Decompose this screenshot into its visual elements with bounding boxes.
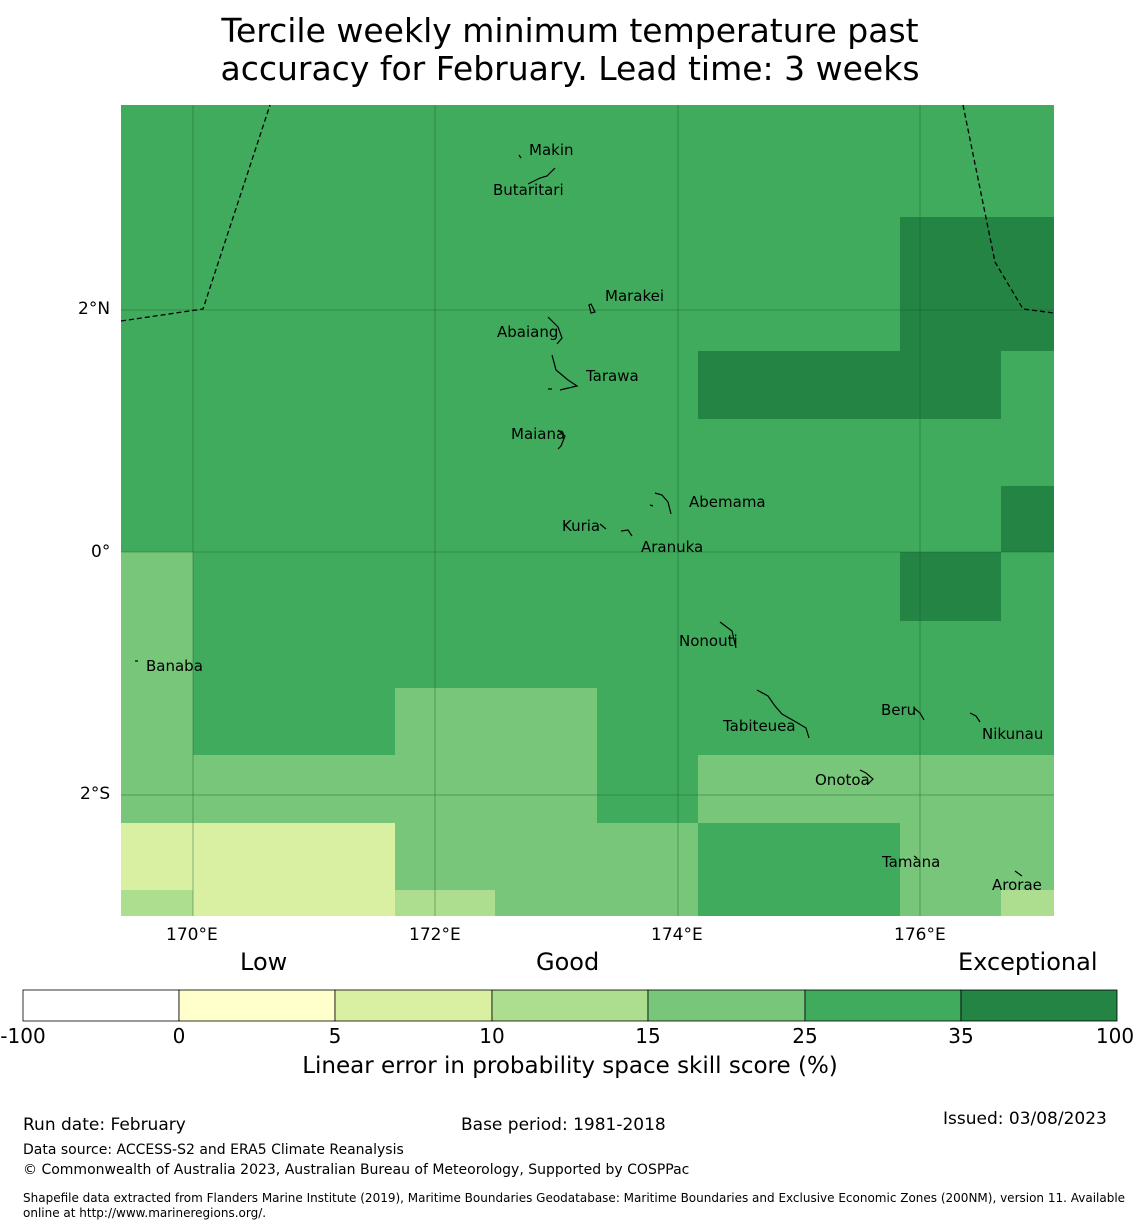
legend-category-good: Good [536,948,600,976]
lon-tick: 176°E [894,925,946,945]
title-line-2: accuracy for February. Lead time: 3 week… [220,49,920,88]
colorbar-segment [804,989,962,1022]
copyright: © Commonwealth of Australia 2023, Austra… [23,1162,690,1178]
colorbar-label: 35 [948,1024,974,1048]
issued-date: Issued: 03/08/2023 [943,1109,1107,1129]
run-date: Run date: February [23,1115,186,1135]
cells-5-10 [121,823,395,916]
gridlines [121,105,1054,916]
colorbar-segment [647,989,806,1022]
base-period: Base period: 1981-2018 [461,1115,666,1135]
place-label: Maiana [511,425,565,443]
colorbar-label: 15 [635,1024,661,1048]
colorbar-segment [178,989,336,1022]
lon-tick: 172°E [409,925,461,945]
place-label: Tabiteuea [722,717,796,735]
place-label: Kuria [562,517,600,535]
place-label: Tarawa [585,367,639,385]
place-label: Banaba [146,657,203,675]
place-label: Abemama [689,493,766,511]
lat-tick: 0° [91,542,111,562]
legend-category-low: Low [240,948,288,976]
place-label: Butaritari [493,181,564,199]
data-source: Data source: ACCESS-S2 and ERA5 Climate … [23,1142,404,1158]
cells-35-100 [698,217,1054,621]
maritime-boundaries [120,104,1055,322]
colorbar-label: -100 [0,1024,46,1048]
place-label: Abaiang [497,323,558,341]
cells-10-15 [121,890,1054,916]
lon-tick: 170°E [166,925,218,945]
colorbar-label: 0 [172,1024,186,1048]
place-labels: Makin Butaritari Marakei Abaiang Tarawa … [146,141,1043,894]
place-label: Nonouti [679,632,738,650]
colorbar-segment [22,989,180,1022]
lat-tick: 2°N [78,299,111,319]
place-label: Marakei [605,287,664,305]
colorbar-title: Linear error in probability space skill … [302,1053,838,1079]
place-label: Onotoa [815,771,870,789]
chart-title: Tercile weekly minimum temperature past … [0,12,1140,88]
place-label: Makin [529,141,574,159]
colorbar-segment [491,989,649,1022]
place-label: Tamana [881,853,940,871]
colorbar-segment [334,989,493,1022]
place-label: Nikunau [982,725,1043,743]
legend-category-exceptional: Exceptional [958,948,1098,976]
place-label: Arorae [992,876,1042,894]
lat-tick: 2°S [80,784,111,804]
colorbar-label: 100 [1095,1024,1135,1048]
colorbar [22,989,1118,1022]
colorbar-label: 10 [479,1024,505,1048]
island-outlines [135,154,1023,877]
shapefile-credit: Shapefile data extracted from Flanders M… [23,1191,1126,1220]
colorbar-label: 5 [328,1024,342,1048]
place-label: Aranuka [641,538,703,556]
lon-tick: 174°E [651,925,703,945]
colorbar-label: 25 [792,1024,818,1048]
title-line-1: Tercile weekly minimum temperature past [221,11,919,50]
place-label: Beru [881,701,916,719]
colorbar-segment [960,989,1118,1022]
